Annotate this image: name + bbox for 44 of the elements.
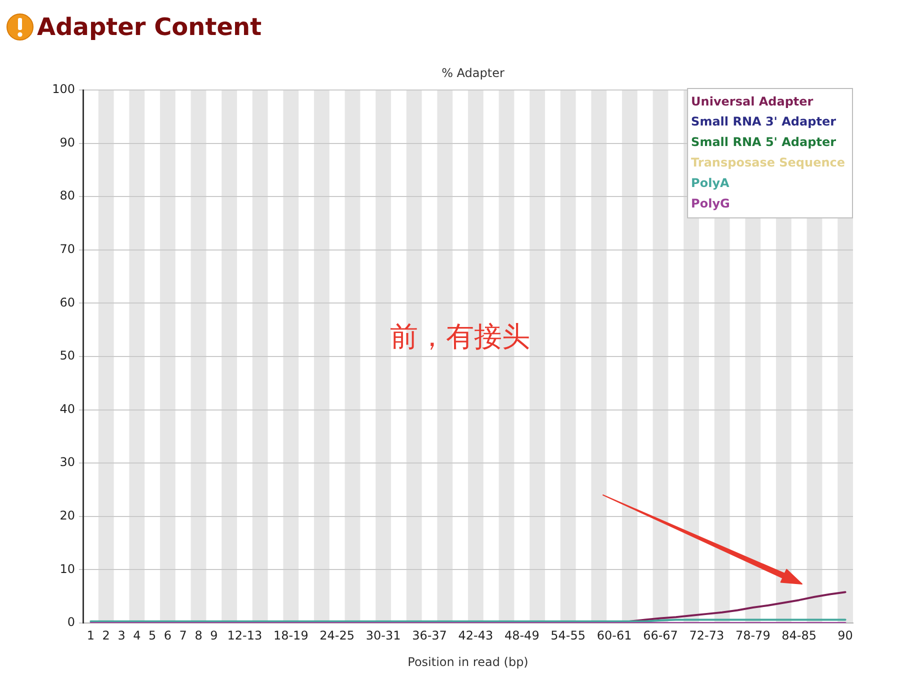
text: Universal Adapter xyxy=(691,94,814,108)
x-tick-label: 8 xyxy=(194,628,202,642)
x-tick-label: 6 xyxy=(164,628,172,642)
x-tick-label: 7 xyxy=(179,628,187,642)
y-tick-label: 60 xyxy=(60,295,75,310)
chart-subtitle: % Adapter xyxy=(440,66,506,80)
x-tick-label: 36-37 xyxy=(412,628,447,642)
y-tick-label: 50 xyxy=(60,348,75,363)
annotation: 前，有接头 xyxy=(390,320,530,354)
x-tick-label: 60-61 xyxy=(596,628,632,642)
legend-label: Small RNA 5' Adapter xyxy=(691,135,836,150)
legend-label: Small RNA 3' Adapter xyxy=(691,114,836,129)
x-tick-label: 84-85 xyxy=(782,628,817,642)
x-tick-label: 90 xyxy=(838,628,853,642)
x-tick-label: 9 xyxy=(210,628,218,642)
y-tick-label: 90 xyxy=(60,135,75,150)
y-tick-label: 70 xyxy=(60,242,75,256)
text: PolyG xyxy=(691,196,730,210)
x-tick-label: 1 xyxy=(86,628,95,642)
x-tick-label: 66-67 xyxy=(643,628,678,642)
x-tick-label: 30-31 xyxy=(366,628,401,642)
chart-title: Adapter Content xyxy=(37,13,262,41)
y-tick-label: 40 xyxy=(60,402,75,416)
x-tick-label: 12-13 xyxy=(227,628,262,642)
x-tick-label: 3 xyxy=(118,628,126,642)
x-tick-label: 18-19 xyxy=(273,628,308,642)
x-tick-label: 5 xyxy=(148,628,156,642)
legend-label: Transposase Sequence xyxy=(691,156,846,170)
x-tick-label: 48-49 xyxy=(504,628,540,642)
x-tick-label: 54-55 xyxy=(550,628,586,642)
y-tick-label: 0 xyxy=(67,615,75,630)
x-axis-title: Position in read (bp) xyxy=(408,654,528,669)
x-tick-label: 24-25 xyxy=(320,628,355,642)
y-tick-label: 100 xyxy=(52,82,75,96)
text: PolyA xyxy=(691,176,730,190)
x-tick-label: 42-43 xyxy=(458,628,494,642)
y-tick-label: 30 xyxy=(60,455,75,470)
y-tick-label: 10 xyxy=(60,562,75,576)
x-tick-label: 72-73 xyxy=(689,628,724,642)
y-tick-label: 80 xyxy=(60,188,75,203)
x-tick-label: 4 xyxy=(133,628,141,642)
x-tick-label: 2 xyxy=(102,628,110,642)
x-tick-label: 78-79 xyxy=(735,628,770,642)
y-tick-label: 20 xyxy=(60,508,75,523)
